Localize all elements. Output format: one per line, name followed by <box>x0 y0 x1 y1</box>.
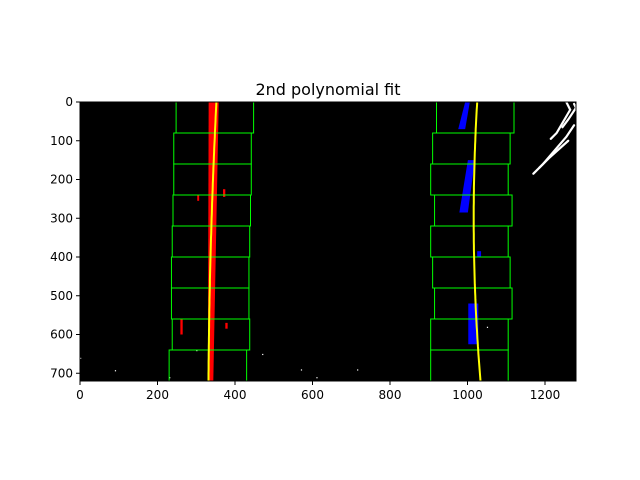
y-tick-label: 0 <box>65 95 73 109</box>
y-tick-label: 700 <box>50 366 73 380</box>
right-lane-pixels <box>477 251 482 257</box>
noise-speck <box>357 369 359 371</box>
y-tick-label: 100 <box>50 134 73 148</box>
y-tick-label: 500 <box>50 289 73 303</box>
x-tick-label: 400 <box>224 388 247 402</box>
noise-speck <box>169 377 171 379</box>
left-lane-pixels <box>225 322 228 329</box>
y-tick-label: 200 <box>50 173 73 187</box>
x-tick-label: 1000 <box>452 388 483 402</box>
noise-speck <box>80 357 82 359</box>
noise-speck <box>262 353 264 356</box>
left-fit-line <box>207 102 218 381</box>
x-tick-label: 0 <box>76 388 84 402</box>
left-lane-pixels <box>222 189 226 197</box>
noise-speck <box>300 369 303 371</box>
x-tick-label: 200 <box>146 388 169 402</box>
left-lane-pixels <box>207 102 219 381</box>
chart-title: 2nd polynomial fit <box>255 80 400 99</box>
noise-speck <box>316 377 318 379</box>
axes-frame <box>79 101 577 382</box>
noise-streak <box>538 139 570 169</box>
x-tick-label: 1200 <box>530 388 561 402</box>
y-tick-label: 300 <box>50 211 73 225</box>
y-tick-label: 400 <box>50 250 73 264</box>
image-background <box>80 102 576 381</box>
plot-area <box>79 101 577 382</box>
noise-speck <box>114 370 117 372</box>
noise-streak <box>561 102 576 129</box>
x-tick-label: 600 <box>301 388 324 402</box>
noise-speck <box>196 350 198 352</box>
noise-streak <box>549 102 572 140</box>
right-fit-line <box>472 102 482 381</box>
left-lane-pixels <box>180 319 183 335</box>
noise-speck <box>486 326 489 328</box>
x-axis: 0 200 400 600 800 1000 1200 <box>76 381 560 402</box>
left-lane-pixels <box>197 195 200 201</box>
right-lane-pixels <box>458 102 470 130</box>
image-content <box>80 102 576 381</box>
y-tick-label: 600 <box>50 328 73 342</box>
noise-streak <box>532 124 576 175</box>
right-lane-pixels <box>459 160 475 213</box>
x-tick-label: 800 <box>379 388 402 402</box>
y-axis: 0 100 200 300 400 500 600 700 <box>50 95 80 380</box>
